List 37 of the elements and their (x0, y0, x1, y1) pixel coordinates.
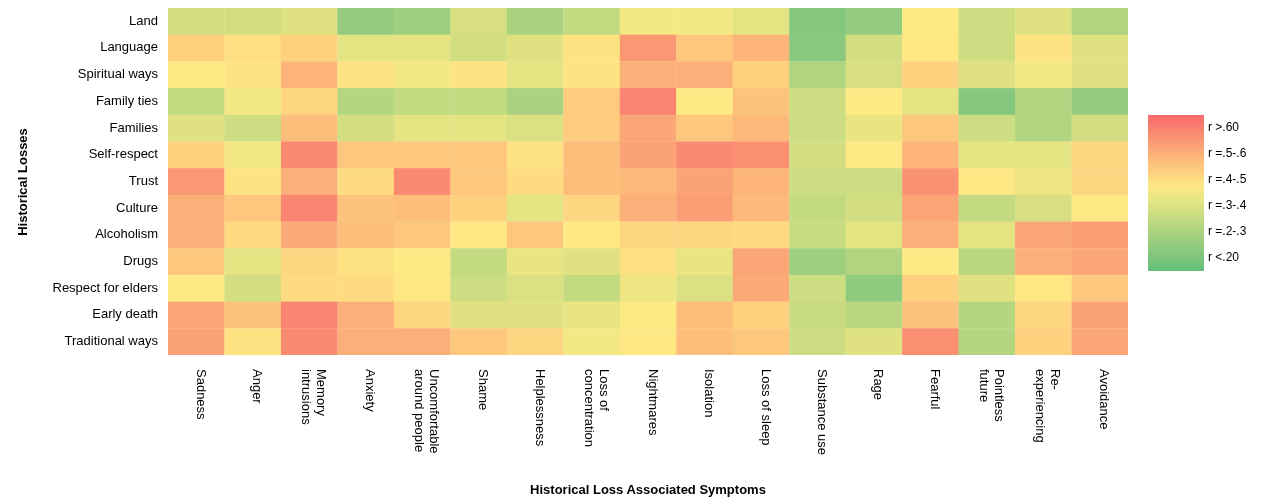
y-tick-label: Spiritual ways (77, 66, 159, 82)
x-tick-label: Pointless future (976, 369, 1007, 423)
x-tick-label: Sadness (193, 369, 209, 421)
x-tick-label: Rage (871, 369, 887, 401)
x-tick-label: Avoidance (1097, 369, 1113, 430)
x-axis-title: Historical Loss Associated Symptoms (529, 482, 767, 497)
y-tick-label: Land (129, 12, 158, 28)
x-tick-label: Loss of concentration (581, 369, 612, 448)
y-tick-label: Language (100, 39, 158, 55)
x-tick-label: Uncomfortable around people (412, 369, 443, 454)
y-axis-title: Historical Losses (14, 127, 30, 236)
x-tick-label: Fearful (927, 369, 943, 410)
y-tick-label: Alcoholism (95, 226, 158, 242)
y-tick-label: Respect for elders (52, 279, 159, 295)
x-tick-label: Substance use (814, 369, 830, 456)
x-tick-label: Nightmares (645, 369, 661, 436)
y-tick-label: Family ties (95, 92, 159, 108)
color-bar-label: r =.4-.5 (1208, 172, 1247, 187)
y-tick-label: Trust (128, 172, 159, 188)
x-tick-label: Helplessness (532, 369, 548, 447)
y-tick-label: Families (109, 119, 159, 135)
color-bar-label: r =.3-.4 (1208, 198, 1247, 213)
x-tick-label: Memory intrusions (299, 369, 330, 426)
color-bar-label: r =.2-.3 (1208, 224, 1247, 239)
y-tick-label: Early death (92, 306, 158, 322)
x-tick-label: Loss of sleep (758, 369, 774, 446)
x-tick-label: Anger (250, 369, 266, 405)
x-tick-label: Shame (476, 369, 492, 411)
color-bar-label: r =.5-.6 (1208, 146, 1247, 161)
y-tick-label: Traditional ways (64, 333, 159, 349)
y-tick-label: Culture (116, 199, 158, 215)
x-tick-label: Isolation (702, 369, 718, 418)
y-tick-label: Drugs (123, 253, 159, 269)
color-bar-label: r >.60 (1208, 120, 1240, 135)
y-tick-label: Self-respect (88, 146, 159, 162)
x-tick-label: Anxiety (363, 369, 379, 413)
color-bar-label: r <.20 (1208, 250, 1240, 265)
